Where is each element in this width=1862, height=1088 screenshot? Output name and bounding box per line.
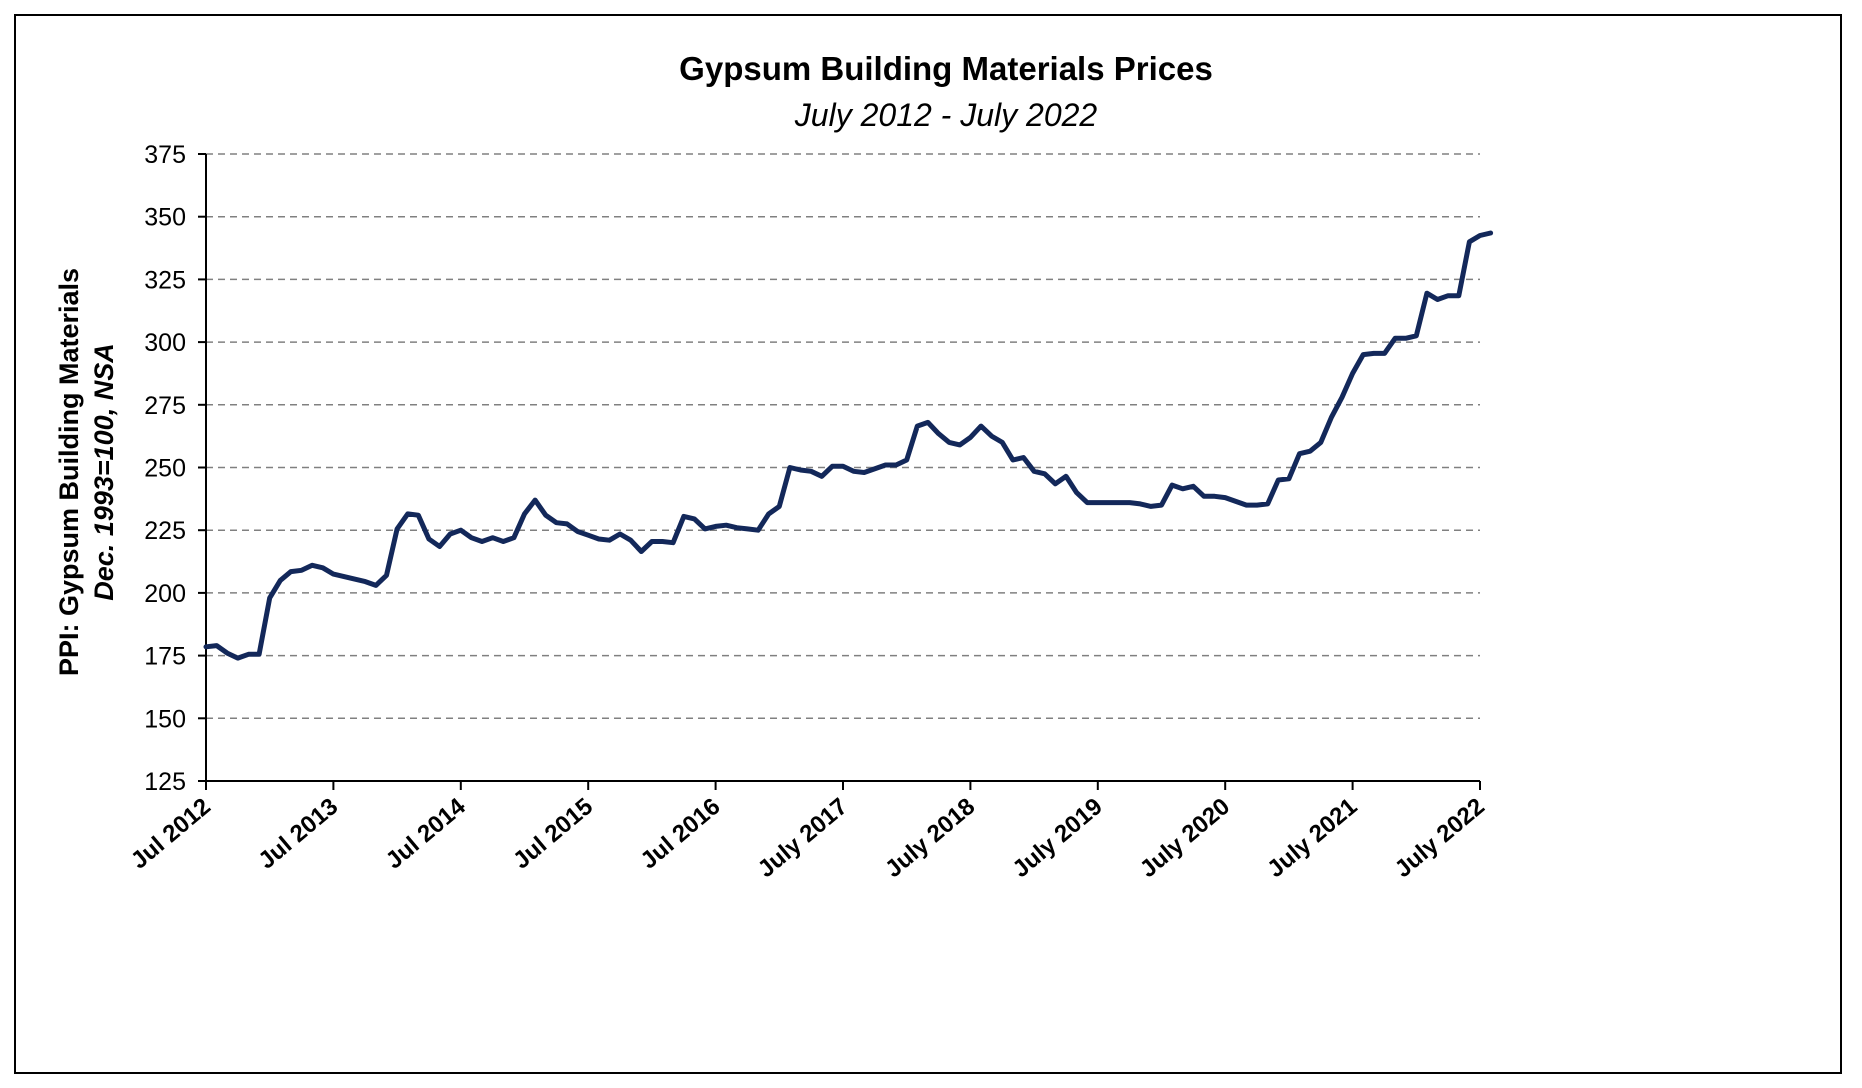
chart-frame: Gypsum Building Materials Prices July 20… bbox=[14, 14, 1842, 1074]
x-tick-label: July 2021 bbox=[1262, 793, 1362, 883]
y-tick-label: 275 bbox=[144, 392, 186, 420]
chart-title: Gypsum Building Materials Prices bbox=[679, 50, 1213, 87]
series-layer bbox=[203, 230, 1494, 661]
x-tick-label: July 2022 bbox=[1390, 793, 1490, 883]
y-axis-sublabel: Dec. 1993=100, NSA bbox=[89, 343, 119, 600]
y-tick-label: 350 bbox=[144, 204, 186, 232]
x-tick-label: July 2019 bbox=[1007, 793, 1107, 883]
y-tick-label: 125 bbox=[144, 768, 186, 796]
x-tick-label: Jul 2016 bbox=[636, 793, 726, 875]
x-tick-label: Jul 2012 bbox=[126, 793, 216, 875]
x-tick-label: Jul 2015 bbox=[508, 793, 598, 875]
x-tick-label: July 2018 bbox=[880, 793, 980, 883]
y-tick-label: 175 bbox=[144, 643, 186, 671]
gridlines bbox=[206, 153, 1480, 720]
chart-subtitle: July 2012 - July 2022 bbox=[794, 97, 1098, 133]
y-axis-ticks: 125 150 175 200 225 250 275 300 325 350 375 bbox=[144, 141, 206, 796]
y-tick-label: 250 bbox=[144, 455, 186, 483]
series-line bbox=[203, 230, 1494, 661]
line-chart: Gypsum Building Materials Prices July 20… bbox=[54, 50, 1494, 883]
y-tick-label: 300 bbox=[144, 329, 186, 357]
x-tick-label: Jul 2013 bbox=[253, 793, 343, 875]
y-tick-label: 150 bbox=[144, 705, 186, 733]
x-tick-label: July 2020 bbox=[1135, 793, 1235, 883]
y-tick-label: 225 bbox=[144, 517, 186, 545]
y-tick-label: 375 bbox=[144, 141, 186, 169]
x-tick-label: July 2017 bbox=[753, 793, 853, 883]
x-axis-ticks: Jul 2012 Jul 2013 Jul 2014 Jul 2015 Jul 2016… bbox=[126, 781, 1490, 883]
x-tick-label: Jul 2014 bbox=[381, 792, 471, 874]
y-axis-label: PPI: Gypsum Building Materials bbox=[54, 268, 84, 676]
y-tick-label: 200 bbox=[144, 580, 186, 608]
y-tick-label: 325 bbox=[144, 266, 186, 294]
